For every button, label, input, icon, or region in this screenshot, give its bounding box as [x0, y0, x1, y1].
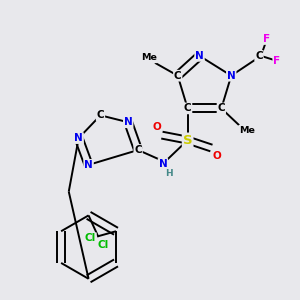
Text: N: N [195, 51, 204, 61]
Text: N: N [227, 71, 236, 81]
Text: C: C [218, 103, 225, 113]
Text: N: N [84, 160, 93, 170]
Text: C: C [255, 51, 263, 61]
Text: F: F [273, 56, 280, 66]
Text: Cl: Cl [98, 240, 109, 250]
Text: C: C [174, 71, 182, 81]
Text: F: F [263, 34, 271, 44]
Text: O: O [212, 151, 221, 161]
Text: N: N [158, 159, 167, 169]
Text: Me: Me [141, 53, 157, 62]
Text: C: C [134, 145, 142, 155]
Text: C: C [97, 110, 104, 120]
Text: Cl: Cl [85, 233, 96, 243]
Text: C: C [184, 103, 191, 113]
Text: H: H [165, 169, 172, 178]
Text: N: N [74, 133, 83, 143]
Text: S: S [183, 134, 193, 147]
Text: O: O [153, 122, 161, 132]
Text: Me: Me [239, 126, 255, 135]
Text: N: N [124, 117, 133, 127]
